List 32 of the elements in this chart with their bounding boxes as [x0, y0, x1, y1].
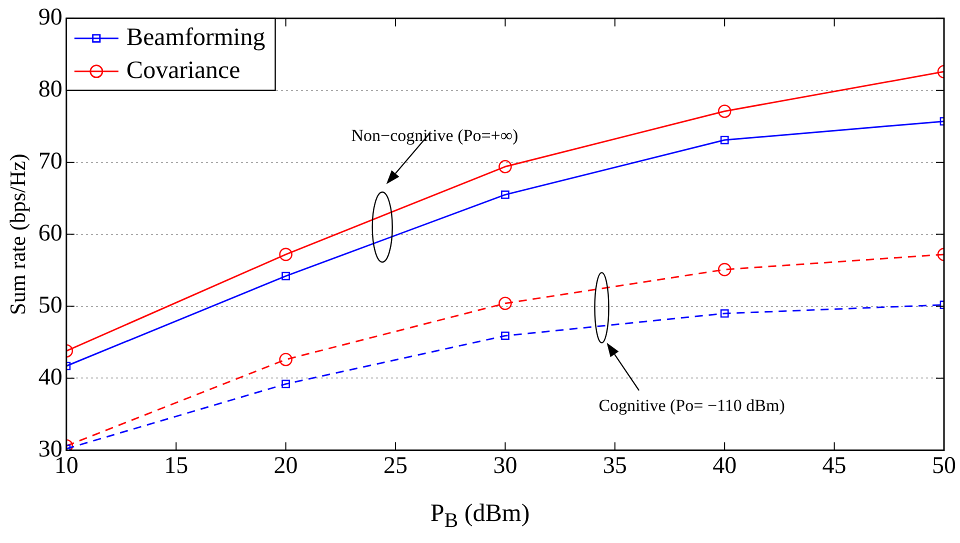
point	[279, 352, 292, 366]
annotation: Cognitive (Po= −110 dBm)	[598, 396, 785, 416]
x-tick-label: 40	[712, 452, 737, 479]
x-tick-label: 25	[384, 452, 408, 479]
x-tick-label: 45	[822, 452, 846, 479]
point	[282, 272, 290, 280]
point	[718, 262, 732, 276]
y-tick-label: 40	[38, 364, 62, 391]
y-tick-label: 80	[38, 76, 62, 103]
legend-label: Covariance	[126, 56, 240, 84]
point	[501, 190, 510, 199]
point	[498, 160, 512, 174]
point	[282, 380, 290, 388]
x-tick-label: 30	[493, 452, 518, 479]
x-axis-title: P$_{B}$ (dBm)	[429, 500, 531, 533]
x-tick-label: 35	[602, 452, 627, 479]
point	[279, 248, 292, 262]
y-tick-label: 70	[38, 148, 62, 175]
y-tick-label: 90	[38, 4, 62, 31]
y-axis-title: Sum rate (bps/Hz)	[4, 154, 30, 315]
legend-label: Beamforming	[126, 24, 266, 51]
annotation: Non−cognitive (Po=+∞)	[351, 126, 518, 146]
point	[498, 296, 512, 310]
point	[720, 136, 729, 144]
y-tick-label: 50	[38, 292, 62, 319]
x-tick-label: 20	[274, 452, 298, 479]
x-tick-label: 15	[164, 452, 188, 479]
point	[720, 309, 729, 318]
y-tick-label: 60	[38, 220, 62, 247]
point	[718, 104, 732, 118]
point	[501, 332, 510, 340]
x-tick-label: 50	[932, 452, 956, 479]
